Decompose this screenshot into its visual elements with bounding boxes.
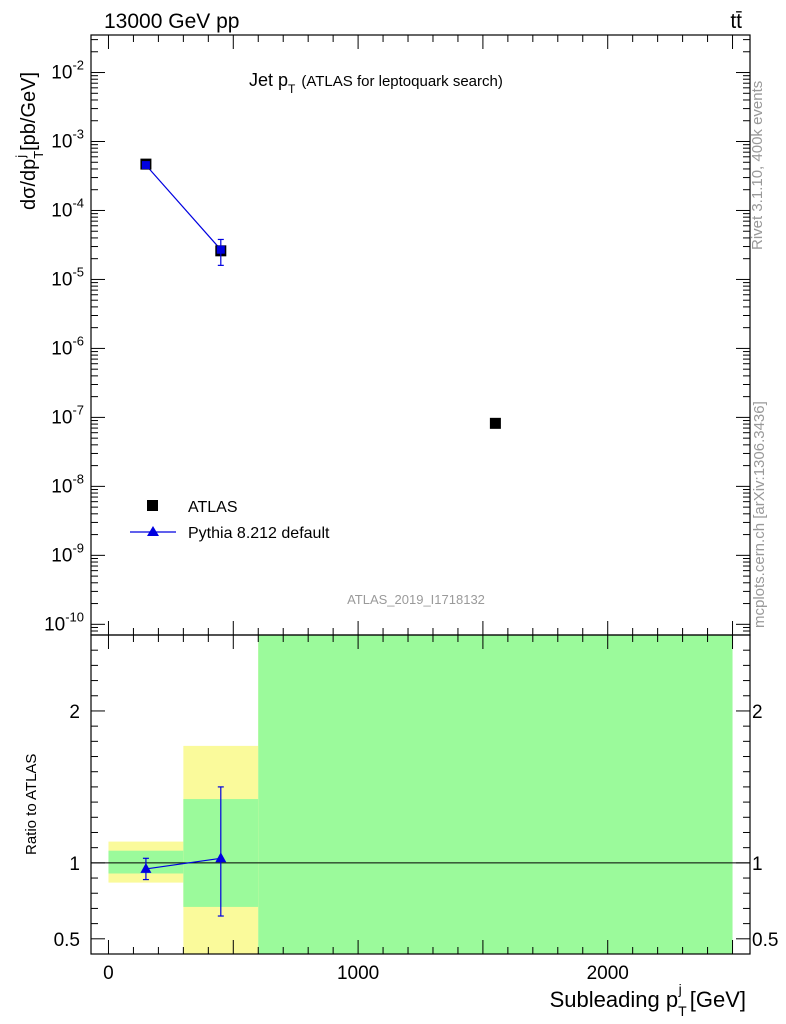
- main-y-tick-label: 10-5: [51, 264, 84, 290]
- legend-mc-label: Pythia 8.212 default: [188, 525, 330, 542]
- ratio-band-inner: [258, 635, 733, 954]
- ratio-mc-line: [145, 857, 221, 870]
- ratio-x-tick-label: 2000: [587, 963, 629, 984]
- mc-data-point: [216, 245, 225, 254]
- ratio-y-tick-label-left: 0.5: [54, 930, 80, 951]
- ratio-y-axis-title: Ratio to ATLAS: [23, 754, 40, 855]
- main-y-tick-label: 10-9: [51, 540, 84, 566]
- legend-mc-marker: [147, 526, 159, 536]
- mc-series-line: [145, 164, 222, 251]
- plot-title: Jet pT (ATLAS for leptoquark search): [249, 70, 503, 96]
- mcplots-label: mcplots.cern.ch [arXiv:1306.3436]: [751, 401, 768, 628]
- mc-data-point: [141, 161, 150, 170]
- ratio-y-tick-label-right: 2: [752, 702, 763, 723]
- ratio-x-tick-label: 1000: [337, 963, 379, 984]
- ratio-bands: [108, 635, 733, 954]
- energy-label: 13000 GeV pp: [104, 10, 239, 33]
- rivet-version-label: Rivet 3.1.10, 400k events: [749, 81, 766, 250]
- process-label: tt̄: [730, 10, 742, 33]
- main-y-tick-label: 10-7: [51, 402, 84, 428]
- analysis-id-label: ATLAS_2019_I1718132: [347, 592, 485, 607]
- main-y-axis-title: dσ/dpTj[pb/GeV]: [13, 72, 46, 210]
- ratio-y-tick-label-left: 2: [69, 702, 80, 723]
- x-axis-title: Subleading pTj [GeV]: [550, 981, 746, 1019]
- legend-data-label: ATLAS: [188, 499, 238, 516]
- ratio-y-tick-label-left: 1: [69, 854, 80, 875]
- ratio-y-tick-label-right: 1: [752, 854, 763, 875]
- main-y-tick-label: 10-4: [51, 195, 84, 221]
- main-plot-frame: [90, 34, 751, 636]
- main-y-tick-label: 10-6: [51, 333, 84, 359]
- legend-data-marker: [147, 500, 158, 511]
- main-y-tick-label: 10-10: [44, 609, 84, 635]
- atlas-data-point: [489, 417, 501, 429]
- main-y-tick-label: 10-8: [51, 471, 84, 497]
- main-plot-marks: [140, 158, 501, 429]
- legend: ATLAS Pythia 8.212 default: [130, 499, 330, 542]
- main-y-tick-label: 10-2: [51, 58, 84, 84]
- ratio-mc-point: [215, 852, 227, 863]
- ratio-x-tick-label: 0: [103, 963, 114, 984]
- ratio-plot-frame: [90, 634, 751, 955]
- main-y-tick-label: 10-3: [51, 127, 84, 153]
- ratio-plot-marks: [140, 786, 227, 917]
- ratio-y-tick-label-right: 0.5: [752, 930, 778, 951]
- ratio-mc-point: [140, 862, 152, 873]
